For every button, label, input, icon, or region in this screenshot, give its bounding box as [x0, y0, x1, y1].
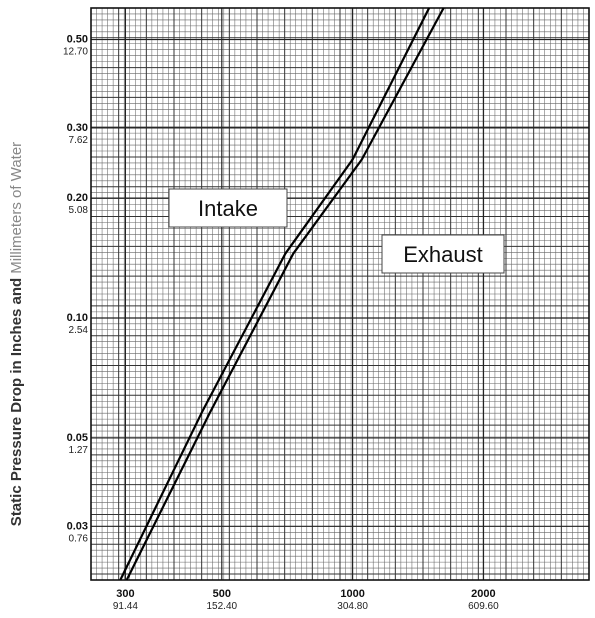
y-tick-label: 0.05 — [67, 432, 88, 444]
x-tick-label: 2000 — [471, 588, 495, 600]
y-axis-title: Static Pressure Drop in Inches and Millim… — [8, 142, 25, 526]
y-tick-label: 0.10 — [67, 312, 88, 324]
y-tick-label: 0.30 — [67, 122, 88, 134]
annotation-label-exhaust: Exhaust — [403, 242, 483, 267]
plot-frame — [90, 7, 590, 581]
annotations: Intake Exhaust — [168, 188, 505, 274]
y-tick-sublabel: 5.08 — [69, 205, 89, 216]
x-tick-sublabel: 304.80 — [337, 601, 368, 612]
annotation-box-exhaust — [381, 234, 505, 274]
series-line-exhaust — [125, 7, 445, 581]
x-tick-sublabel: 91.44 — [113, 601, 138, 612]
annotation-label-intake: Intake — [198, 196, 258, 221]
annotation-box-intake — [168, 188, 288, 228]
y-axis-title-bold: Static Pressure Drop in Inches and — [8, 278, 25, 526]
y-tick-sublabel: 1.27 — [69, 445, 89, 456]
x-tick-label: 500 — [213, 588, 231, 600]
x-tick-label: 1000 — [340, 588, 364, 600]
y-tick-sublabel: 7.62 — [69, 135, 89, 146]
y-tick-sublabel: 2.54 — [69, 325, 89, 336]
y-tick-label: 0.20 — [67, 192, 88, 204]
y-tick-label: 0.50 — [67, 34, 88, 46]
grid-major — [91, 8, 589, 580]
series-layer — [119, 7, 445, 581]
x-tick-label: 300 — [116, 588, 134, 600]
x-tick-sublabel: 152.40 — [207, 601, 238, 612]
y-axis-title-thin: Millimeters of Water — [8, 142, 25, 274]
x-tick-sublabel: 609.60 — [468, 601, 499, 612]
y-tick-sublabel: 12.70 — [63, 47, 88, 58]
y-tick-label: 0.03 — [67, 520, 88, 532]
series-line-intake — [119, 7, 431, 581]
y-tick-sublabel: 0.76 — [69, 533, 89, 544]
